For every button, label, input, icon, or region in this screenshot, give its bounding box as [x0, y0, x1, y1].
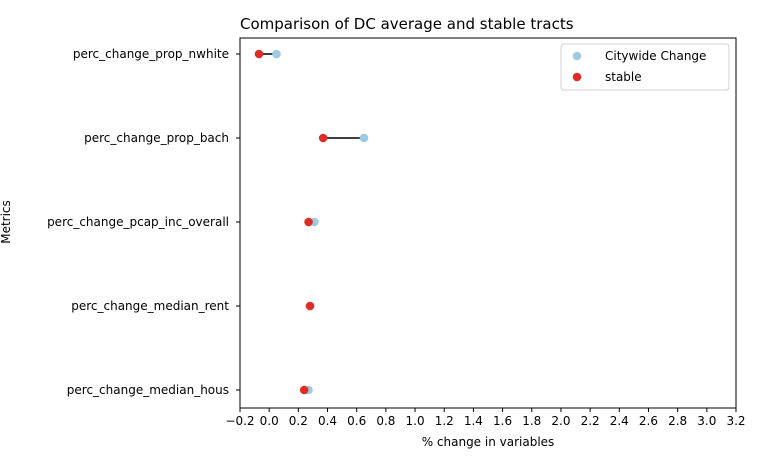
plot-area: [239, 37, 737, 409]
y-tick-label: perc_change_median_hous: [67, 383, 229, 397]
x-tick-label: 0.0: [260, 414, 279, 428]
y-tick-label: perc_change_prop_nwhite: [73, 47, 229, 61]
y-tick-label: perc_change_pcap_inc_overall: [47, 215, 229, 229]
x-tick-label: 1.8: [522, 414, 541, 428]
x-tick-label: 2.6: [639, 414, 658, 428]
x-tick-label: −0.2: [225, 414, 254, 428]
y-axis: perc_change_prop_nwhite perc_change_prop_…: [47, 47, 240, 397]
x-tick-label: 2.0: [551, 414, 570, 428]
citywide-point: [359, 133, 369, 143]
x-tick-label: 0.2: [289, 414, 308, 428]
x-axis-label: % change in variables: [422, 435, 555, 449]
x-tick-label: 2.4: [610, 414, 629, 428]
legend-box: [560, 43, 730, 91]
x-tick-label: 3.2: [726, 414, 745, 428]
stable-point: [305, 301, 315, 311]
x-tick-label: 1.0: [406, 414, 425, 428]
x-tick-label: 0.8: [376, 414, 395, 428]
legend-label: Citywide Change: [605, 49, 706, 63]
chart-title: Comparison of DC average and stable trac…: [240, 15, 574, 33]
stable-point: [254, 49, 264, 59]
x-axis: −0.2 0.0 0.2 0.4 0.6 0.8 1.0 1.2 1.4 1.6 1.8 2.0 2.2…: [225, 408, 746, 428]
x-tick-label: 1.2: [435, 414, 454, 428]
y-axis-label: Metrics: [0, 200, 13, 244]
x-tick-label: 2.8: [668, 414, 687, 428]
x-tick-label: 2.2: [581, 414, 600, 428]
x-tick-label: 3.0: [697, 414, 716, 428]
citywide-point: [272, 49, 281, 59]
x-tick-label: 0.6: [347, 414, 366, 428]
stable-point: [304, 217, 313, 227]
legend-label: stable: [605, 70, 642, 84]
stable-point: [299, 385, 309, 395]
plot-frame: [239, 37, 737, 409]
legend-marker: [572, 72, 582, 82]
x-tick-label: 1.4: [464, 414, 483, 428]
y-tick-label: perc_change_median_rent: [71, 299, 229, 313]
y-tick-label: perc_change_prop_bach: [84, 131, 229, 145]
stable-point: [318, 133, 328, 143]
legend-marker: [572, 51, 582, 61]
legend: Citywide Change stable: [560, 43, 730, 91]
x-tick-label: 1.6: [493, 414, 512, 428]
x-tick-label: 0.4: [318, 414, 337, 428]
